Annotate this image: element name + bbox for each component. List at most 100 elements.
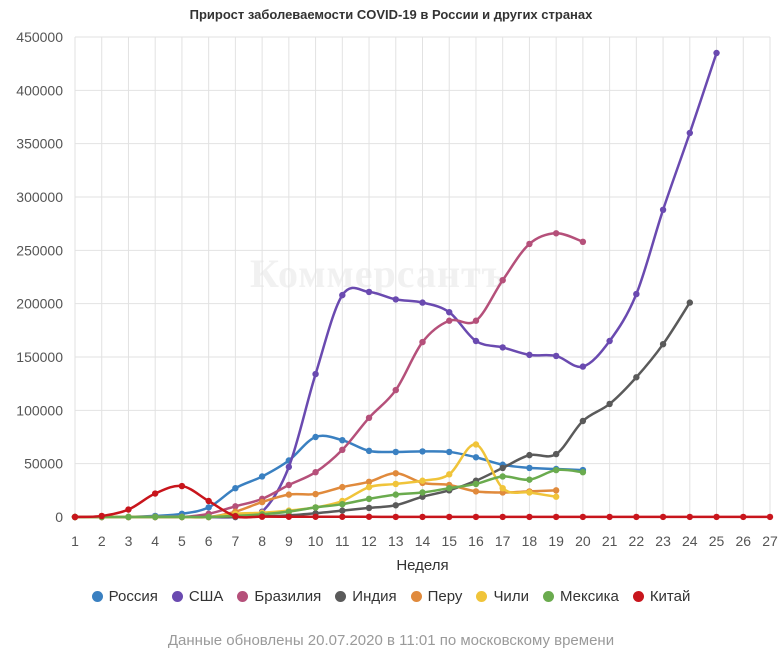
y-tick-label: 100000: [16, 402, 63, 418]
data-point: [98, 512, 105, 520]
data-point: [659, 206, 667, 213]
data-point: [499, 464, 506, 472]
data-point: [392, 513, 399, 521]
data-point: [339, 501, 346, 508]
data-point: [526, 513, 533, 521]
data-point: [766, 513, 774, 521]
data-point: [205, 504, 212, 511]
legend-label: Чили: [493, 588, 529, 605]
data-point: [339, 437, 346, 444]
data-point: [472, 513, 480, 521]
data-point: [552, 466, 560, 474]
legend-dot-icon: [476, 591, 488, 602]
data-point: [285, 491, 293, 498]
x-tick-label: 11: [335, 533, 350, 549]
data-point: [740, 513, 747, 521]
data-point: [713, 49, 720, 57]
x-tick-label: 5: [178, 533, 186, 549]
data-point: [552, 487, 560, 494]
data-point: [579, 513, 587, 521]
legend: Россия США Бразилия Индия Перу Чили Мексика Кит…: [0, 588, 782, 605]
x-tick-label: 10: [308, 533, 324, 549]
x-axis-title: Неделя: [396, 557, 448, 574]
data-point: [125, 506, 132, 513]
data-point: [205, 513, 212, 521]
data-point: [552, 352, 560, 360]
x-tick-label: 21: [602, 533, 618, 549]
legend-item[interactable]: Чили: [476, 588, 529, 605]
data-point: [499, 277, 506, 284]
y-tick-label: 400000: [16, 82, 63, 98]
data-point: [472, 488, 480, 495]
x-tick-label: 22: [629, 533, 645, 549]
data-point: [312, 370, 319, 378]
legend-item[interactable]: США: [171, 588, 223, 605]
data-point: [659, 341, 667, 348]
data-point: [472, 454, 480, 461]
data-point: [205, 497, 212, 505]
legend-item[interactable]: Мексика: [542, 588, 619, 605]
data-point: [472, 441, 480, 448]
y-tick-label: 250000: [16, 242, 63, 258]
x-tick-label: 4: [151, 533, 159, 549]
legend-item[interactable]: Россия: [91, 588, 158, 605]
x-tick-label: 23: [655, 533, 671, 549]
data-point: [472, 337, 480, 345]
legend-dot-icon: [237, 591, 249, 602]
legend-dot-icon: [632, 591, 644, 602]
data-point: [713, 513, 720, 521]
data-point: [526, 240, 533, 248]
data-point: [285, 513, 293, 520]
data-point: [339, 507, 346, 514]
data-point: [392, 480, 399, 488]
legend-item[interactable]: Перу: [410, 588, 462, 605]
data-point: [232, 503, 239, 510]
data-point: [526, 351, 533, 359]
data-point: [552, 230, 560, 237]
data-point: [419, 489, 426, 496]
y-tick-label: 150000: [16, 349, 63, 365]
x-tick-label: 12: [361, 533, 377, 549]
data-point: [365, 483, 373, 491]
data-point: [552, 450, 560, 458]
y-tick-label: 200000: [16, 296, 63, 312]
data-point: [499, 473, 506, 480]
data-point: [392, 502, 399, 509]
series-line-2: [75, 232, 584, 519]
data-point: [633, 513, 640, 521]
data-point: [392, 470, 399, 477]
data-point: [446, 485, 453, 492]
data-point: [312, 469, 319, 476]
data-point: [339, 483, 346, 491]
data-point: [258, 498, 266, 506]
data-point: [285, 481, 293, 489]
x-tick-label: 15: [441, 533, 457, 549]
legend-label: Бразилия: [254, 588, 322, 605]
data-point: [552, 493, 560, 500]
chart-title: Прирост заболеваемости COVID-19 в России…: [189, 7, 593, 22]
data-point: [499, 513, 506, 521]
data-point: [606, 400, 613, 408]
legend-label: Россия: [108, 588, 158, 605]
data-point: [365, 414, 373, 421]
data-point: [686, 513, 694, 521]
data-point: [499, 485, 506, 492]
data-point: [419, 513, 426, 521]
data-point: [151, 513, 159, 521]
legend-dot-icon: [171, 591, 183, 602]
x-tick-label: 8: [258, 533, 266, 549]
data-point: [365, 504, 373, 512]
x-tick-label: 3: [125, 533, 133, 549]
data-point: [446, 513, 453, 521]
x-tick-label: 18: [522, 533, 538, 549]
x-tick-label: 13: [388, 533, 404, 549]
legend-item[interactable]: Индия: [335, 588, 397, 605]
data-point: [312, 513, 319, 520]
data-point: [579, 417, 587, 425]
data-point: [125, 513, 132, 521]
legend-item[interactable]: Китай: [632, 588, 690, 605]
data-point: [419, 448, 426, 455]
data-point: [499, 344, 506, 351]
data-point: [606, 513, 613, 521]
legend-item[interactable]: Бразилия: [237, 588, 321, 605]
